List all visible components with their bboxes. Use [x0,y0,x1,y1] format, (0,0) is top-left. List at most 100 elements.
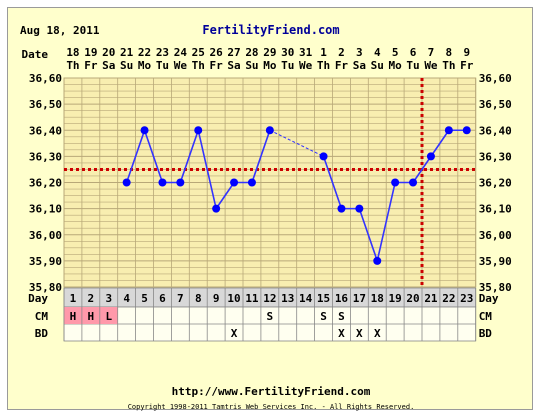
weekday-label: Tu [156,59,169,72]
temperature-line [376,182,396,262]
temperature-point [265,126,274,135]
cm-highlight-cell [64,307,82,324]
cm-row-label-left: CM [35,310,49,323]
temperature-point [426,152,435,161]
weekday-label: Sa [102,59,115,72]
day-number: 15 [317,292,330,305]
bd-row-label-left: BD [35,327,49,340]
date-row-label: Date [22,48,49,61]
y-tick-label-left: 36,00 [29,229,62,242]
site-name-header: FertilityFriend.com [202,23,339,37]
temperature-point [462,126,471,135]
day-number: 19 [389,292,402,305]
date-label: 8 [446,46,453,59]
date-label: 26 [210,46,224,59]
temperature-point [158,178,167,187]
temperature-line [179,129,200,183]
cm-value: H [70,310,77,323]
day-number: 20 [406,292,419,305]
weekday-label: Tu [406,59,419,72]
temperature-point [122,178,131,187]
day-number: 14 [299,292,313,305]
temperature-point [176,178,185,187]
footer-url[interactable]: http://www.FertilityFriend.com [172,385,371,398]
date-label: 1 [320,46,327,59]
chart-frame: Aug 18, 2011 FertilityFriend.com Date 18 Th 1… [7,7,533,411]
day-number: 7 [177,292,184,305]
day-number: 18 [371,292,384,305]
weekday-label: Su [120,59,133,72]
y-tick-label-right: 36,30 [479,150,512,163]
temperature-point [247,178,256,187]
temperature-point [194,126,203,135]
temperature-line [412,155,432,183]
temperature-point [140,126,149,135]
temperature-point [337,204,346,213]
weekday-label: Fr [335,59,349,72]
weekday-label: We [174,59,188,72]
date-label: 5 [392,46,399,59]
footer-copyright: Copyright 1998-2011 Tamtris Web Services… [128,403,415,411]
temperature-point [409,178,418,187]
day-number: 16 [335,292,349,305]
y-tick-label-right: 35,80 [479,281,512,294]
date-label: 19 [84,46,97,59]
weekday-label: Tu [281,59,294,72]
y-tick-label-left: 36,30 [29,150,62,163]
temperature-line [143,129,164,183]
day-number: 2 [88,292,95,305]
day-number: 3 [105,292,112,305]
weekday-label: We [299,59,313,72]
date-label: 2 [338,46,345,59]
date-label: 21 [120,46,134,59]
date-label: 22 [138,46,151,59]
day-row-label-left: Day [28,292,48,305]
day-number: 21 [424,292,438,305]
date-label: 3 [356,46,363,59]
date-label: 27 [227,46,240,59]
cm-highlight-cell [99,307,118,324]
y-tick-label-left: 36,60 [29,72,62,85]
temperature-point [319,152,328,161]
weekday-label: Sa [227,59,240,72]
temperature-line [358,208,379,262]
weekday-label: Mo [389,59,403,72]
cm-value: H [88,310,95,323]
weekday-label: Su [245,59,258,72]
day-row-label-right: Day [479,292,499,305]
weekday-label: Fr [210,59,224,72]
date-label: 24 [174,46,188,59]
y-tick-label-left: 36,40 [29,124,62,137]
y-tick-label-right: 36,00 [479,229,512,242]
day-number: 4 [123,292,130,305]
y-tick-label-right: 36,40 [479,124,512,137]
date-label: 9 [463,46,470,59]
day-number: 9 [213,292,220,305]
y-tick-label-right: 35,90 [479,255,512,268]
temperature-line [322,156,343,209]
bd-row-label-right: BD [479,327,493,340]
day-number: 22 [442,292,455,305]
temperature-line [125,129,146,183]
day-number: 17 [353,292,366,305]
date-label: 6 [410,46,417,59]
weekday-label: Mo [138,59,152,72]
weekday-label: We [424,59,438,72]
date-label: 20 [102,46,115,59]
day-number: 5 [141,292,148,305]
date-label: 30 [281,46,294,59]
y-tick-label-right: 36,50 [479,98,512,111]
bd-value: X [356,327,363,340]
y-tick-label-left: 35,90 [29,255,62,268]
cm-value: S [320,310,327,323]
weekday-label: Fr [84,59,98,72]
date-label: 25 [192,46,205,59]
temperature-point [391,178,400,187]
day-number: 11 [245,292,259,305]
date-label: 28 [245,46,258,59]
temperature-point [444,126,453,135]
day-number: 10 [227,292,240,305]
y-tick-label-left: 35,80 [29,281,62,294]
bd-value: X [338,327,345,340]
